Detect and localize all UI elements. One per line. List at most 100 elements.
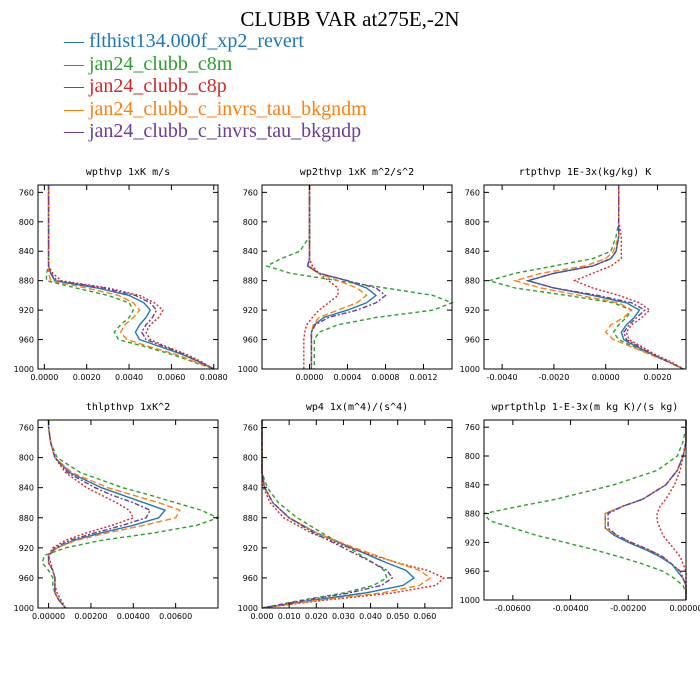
y-tick-label: 840 — [465, 481, 480, 490]
x-tick-label: 0.050 — [386, 612, 409, 621]
series-line — [261, 420, 394, 609]
series-line — [656, 420, 687, 600]
y-tick-label: 880 — [465, 510, 480, 519]
y-tick-label: 920 — [19, 306, 34, 315]
legend-dash: — — [64, 52, 89, 75]
series-line — [47, 420, 135, 609]
legend-item: — jan24_clubb_c8p — [64, 75, 367, 98]
x-tick-label: 0.00600 — [159, 612, 192, 621]
series-line — [45, 185, 215, 370]
y-tick-label: 920 — [19, 544, 34, 553]
x-tick-label: 0.020 — [305, 612, 328, 621]
plot-frame — [261, 184, 453, 370]
legend-item: — jan24_clubb_c8m — [64, 53, 367, 76]
legend: — flthist134.000f_xp2_revert — jan24_clu… — [64, 30, 367, 143]
x-tick-label: 0.0004 — [334, 373, 362, 382]
series-line — [572, 185, 684, 370]
y-tick-label: 840 — [19, 484, 34, 493]
series-line — [308, 185, 368, 369]
y-tick-label: 960 — [243, 336, 258, 345]
x-tick-label: -0.00400 — [553, 604, 589, 613]
series-line — [47, 420, 152, 609]
x-tick-label: 0.030 — [332, 612, 355, 621]
y-tick-label: 920 — [243, 544, 258, 553]
y-tick-label: 760 — [19, 424, 34, 433]
x-tick-label: 0.0012 — [410, 373, 438, 382]
legend-item: — flthist134.000f_xp2_revert — [64, 30, 367, 53]
y-tick-label: 760 — [243, 424, 258, 433]
series-line — [604, 420, 687, 600]
y-tick-label: 1000 — [238, 365, 258, 374]
legend-dash: — — [64, 30, 89, 52]
x-tick-label: 0.0020 — [73, 373, 101, 382]
x-tick-label: 0.00000 — [32, 612, 65, 621]
y-tick-label: 1000 — [14, 604, 34, 613]
series-line — [261, 420, 446, 609]
y-tick-label: 880 — [19, 277, 34, 286]
series-line — [607, 420, 687, 600]
y-tick-label: 960 — [19, 336, 34, 345]
x-tick-label: 0.0000 — [592, 373, 620, 382]
x-tick-label: -0.00600 — [495, 604, 531, 613]
chart-title: rtpthvp 1E-3x(kg/kg) K — [519, 167, 651, 178]
y-tick-label: 960 — [19, 574, 34, 583]
y-tick-label: 880 — [465, 277, 480, 286]
series-line — [47, 185, 215, 370]
y-tick-label: 760 — [243, 188, 258, 197]
series-line — [604, 420, 687, 600]
chart-panel: wp2thvp 1xK m^2/s^2 760 800 840 880 920 960 100… — [238, 167, 454, 382]
chart-panel: wprtpthlp 1-E-3x(m kg K)/(s kg) 760 800 840… — [460, 402, 700, 613]
legend-label: jan24_clubb_c_invrs_tau_bkgndp — [89, 120, 362, 142]
chart-title: wp2thvp 1xK m^2/s^2 — [300, 167, 414, 178]
x-tick-label: 0.00200 — [74, 612, 107, 621]
legend-label: jan24_clubb_c8m — [89, 52, 233, 75]
y-tick-label: 920 — [465, 538, 480, 547]
x-tick-label: 0.0060 — [157, 373, 185, 382]
plot-frame — [483, 419, 687, 601]
legend-dash: — — [64, 120, 89, 142]
legend-item: — jan24_clubb_c_invrs_tau_bkgndp — [64, 120, 367, 143]
series-line — [306, 185, 387, 369]
legend-item: — jan24_clubb_c_invrs_tau_bkgndm — [64, 98, 367, 121]
x-tick-label: -0.00200 — [610, 604, 646, 613]
y-tick-label: 800 — [465, 452, 480, 461]
plot-frame — [37, 184, 219, 370]
y-tick-label: 800 — [465, 218, 480, 227]
x-tick-label: 0.00400 — [117, 612, 150, 621]
x-tick-label: 0.060 — [413, 612, 436, 621]
series-line — [264, 185, 454, 369]
y-tick-label: 800 — [243, 454, 258, 463]
page-title: CLUBB VAR at275E,-2N — [240, 7, 460, 31]
y-tick-label: 840 — [243, 247, 258, 256]
y-tick-label: 1000 — [460, 596, 480, 605]
x-tick-label: 0.0008 — [372, 373, 400, 382]
y-tick-label: 760 — [465, 423, 480, 432]
x-tick-label: 0.0000 — [30, 373, 58, 382]
chart-panel: wp4 1x(m^4)/(s^4)76080084088092096010000… — [238, 402, 453, 621]
x-tick-label: 0.0040 — [115, 373, 143, 382]
legend-label: jan24_clubb_c_invrs_tau_bkgndm — [89, 97, 367, 120]
x-tick-label: 0.0000 — [296, 373, 324, 382]
series-line — [512, 185, 684, 370]
series-line — [525, 185, 684, 370]
y-tick-label: 960 — [243, 574, 258, 583]
y-tick-label: 800 — [19, 454, 34, 463]
series-line — [261, 420, 432, 609]
legend-dash: — — [64, 97, 89, 120]
x-tick-label: 0.0080 — [200, 373, 228, 382]
legend-dash: — — [64, 75, 89, 97]
plot-frame — [37, 419, 219, 609]
x-tick-label: 0.010 — [278, 612, 301, 621]
y-tick-label: 1000 — [460, 365, 480, 374]
series-line — [525, 185, 684, 370]
x-tick-label: 0.040 — [359, 612, 382, 621]
series-line — [482, 420, 687, 600]
y-tick-label: 1000 — [14, 365, 34, 374]
chart-title: wpthvp 1xK m/s — [86, 167, 170, 178]
series-line — [486, 185, 684, 370]
chart-panel: thlpthvp 1xK^276080084088092096010000.00… — [14, 402, 220, 621]
y-tick-label: 840 — [19, 247, 34, 256]
y-tick-label: 960 — [465, 336, 480, 345]
y-tick-label: 1000 — [238, 604, 258, 613]
